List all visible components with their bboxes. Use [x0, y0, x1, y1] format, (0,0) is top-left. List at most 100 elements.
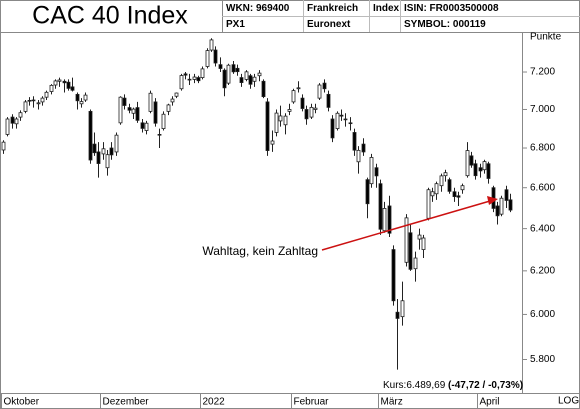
candle-body — [49, 84, 54, 92]
candle-body — [235, 67, 240, 73]
candle-body — [148, 92, 153, 112]
candle-body — [456, 195, 461, 198]
candle-body — [44, 91, 49, 98]
candle-body — [105, 154, 110, 169]
candle-body — [239, 77, 244, 83]
y-axis-label: Punkte — [530, 32, 562, 43]
candle-body — [157, 134, 162, 136]
x-tick-label: April — [480, 397, 500, 408]
candle-body — [205, 50, 210, 67]
candle-body — [23, 101, 28, 112]
candle-body — [274, 112, 279, 133]
chart-title: CAC 40 Index — [32, 2, 188, 30]
candle-body — [313, 107, 318, 110]
candle-body — [439, 175, 444, 187]
candle-body — [343, 118, 348, 121]
quote-change: (-47,72 / -0,73%) — [448, 380, 523, 391]
candle-body — [465, 150, 470, 177]
candle-body — [296, 87, 301, 90]
candle-body — [75, 93, 80, 102]
candle-body — [27, 99, 32, 102]
candle-body — [174, 92, 179, 97]
quote: Kurs:6.489,69 (-47,72 / -0,73%) — [383, 380, 523, 391]
candle-body — [473, 163, 478, 177]
candle-body — [421, 237, 426, 250]
candle-body — [101, 148, 106, 155]
candle-body — [53, 80, 58, 86]
candle-body — [40, 97, 45, 103]
candle-body — [83, 94, 88, 101]
candle-body — [309, 106, 314, 118]
candle-body — [135, 107, 140, 121]
candle-body — [265, 101, 270, 151]
candle-body — [361, 143, 366, 153]
quote-price: Kurs:6.489,69 — [383, 380, 446, 391]
candle-body — [161, 113, 166, 130]
candle-body — [170, 98, 175, 103]
candle-body — [92, 143, 97, 154]
candle-body — [504, 189, 509, 201]
y-tick-label: 6.800 — [530, 143, 555, 154]
x-tick-label: 2022 — [203, 397, 226, 408]
candle-body — [378, 183, 383, 230]
candle-body — [278, 115, 283, 122]
candle-body — [31, 99, 36, 102]
candle-body — [369, 157, 374, 185]
candles — [1, 38, 513, 370]
y-tick-label: 7.000 — [530, 104, 555, 115]
candle-body — [391, 249, 396, 302]
candle-body — [88, 110, 93, 161]
info-cell: PX1 — [226, 19, 245, 30]
candle-body — [144, 122, 149, 131]
candle-body — [231, 64, 236, 73]
candle-body — [330, 118, 335, 139]
x-tick-label: März — [381, 397, 403, 408]
candle-body — [365, 179, 370, 205]
annotation: Wahltag, kein Zahltag — [202, 244, 318, 258]
candle-body — [36, 102, 41, 105]
candle-body — [339, 114, 344, 117]
candle-body — [66, 81, 71, 89]
candle-body — [408, 232, 413, 270]
candle-body — [244, 71, 249, 80]
candle-body — [335, 112, 340, 130]
candle-body — [209, 39, 214, 51]
candle-body — [218, 64, 223, 69]
y-tick-label: 6.000 — [530, 309, 555, 320]
candle-body — [304, 109, 309, 120]
candle-body — [187, 78, 192, 81]
candle-body — [131, 108, 136, 114]
y-tick-label: 5.800 — [530, 354, 555, 365]
candle-body — [486, 163, 491, 179]
candle-body — [374, 167, 379, 177]
annotation-arrow — [321, 200, 491, 251]
candle-body — [5, 118, 10, 135]
candle-body — [10, 116, 15, 124]
x-tick-label: Oktober — [4, 397, 40, 408]
candle-body — [122, 97, 127, 106]
candle-body — [443, 172, 448, 177]
candle-body — [261, 80, 266, 98]
candle-body — [183, 73, 188, 76]
candle-body — [434, 183, 439, 195]
info-cell: Frankreich — [307, 3, 358, 14]
candle-body — [382, 208, 387, 232]
candle-body — [356, 149, 361, 163]
candle-body — [153, 101, 158, 124]
candle-body — [270, 140, 275, 145]
x-tick-label: Dezember — [103, 397, 150, 408]
y-tick-label: 7.200 — [530, 67, 555, 78]
candle-body — [478, 167, 483, 172]
candle-body — [118, 96, 123, 124]
candle-body — [179, 75, 184, 90]
candle-body — [109, 147, 114, 156]
candle-body — [495, 205, 500, 217]
candle-body — [257, 72, 262, 77]
candle-body — [469, 155, 474, 166]
candle-body — [192, 76, 197, 80]
candle-body — [482, 161, 487, 171]
candle-body — [322, 82, 327, 90]
candle-body — [222, 69, 227, 89]
